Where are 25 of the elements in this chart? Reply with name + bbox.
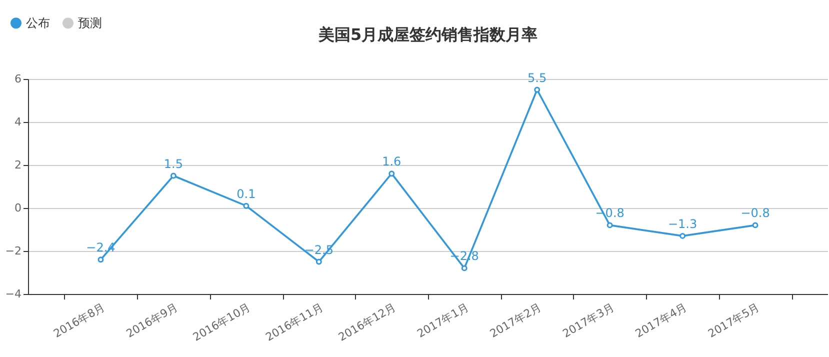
legend-label: 公布 — [26, 16, 50, 30]
y-tick-label: 4 — [14, 116, 22, 128]
point — [388, 170, 395, 177]
y-tick-label: −2 — [5, 244, 22, 258]
data-label: 0.1 — [236, 186, 256, 201]
point — [534, 86, 540, 93]
data-label: 5.5 — [528, 70, 547, 85]
data-label: 1.5 — [164, 156, 183, 171]
point — [170, 172, 176, 179]
point — [98, 256, 104, 263]
point — [606, 222, 613, 228]
point — [316, 258, 322, 265]
point — [243, 202, 250, 209]
y-tick-label: 6 — [14, 72, 22, 86]
data-label: −1.3 — [668, 216, 698, 231]
point — [752, 222, 758, 228]
y-tick-label: 2 — [14, 158, 22, 172]
point — [461, 265, 468, 272]
point — [680, 232, 686, 239]
y-tick-label: −4 — [5, 288, 22, 300]
data-label: 1.6 — [382, 154, 402, 169]
chart-title: 美国5月成屋签约销售指数月率 — [317, 25, 538, 44]
y-tick-label: 0 — [14, 202, 22, 214]
data-label: −0.8 — [740, 206, 770, 220]
legend-label: 预测 — [78, 16, 102, 30]
